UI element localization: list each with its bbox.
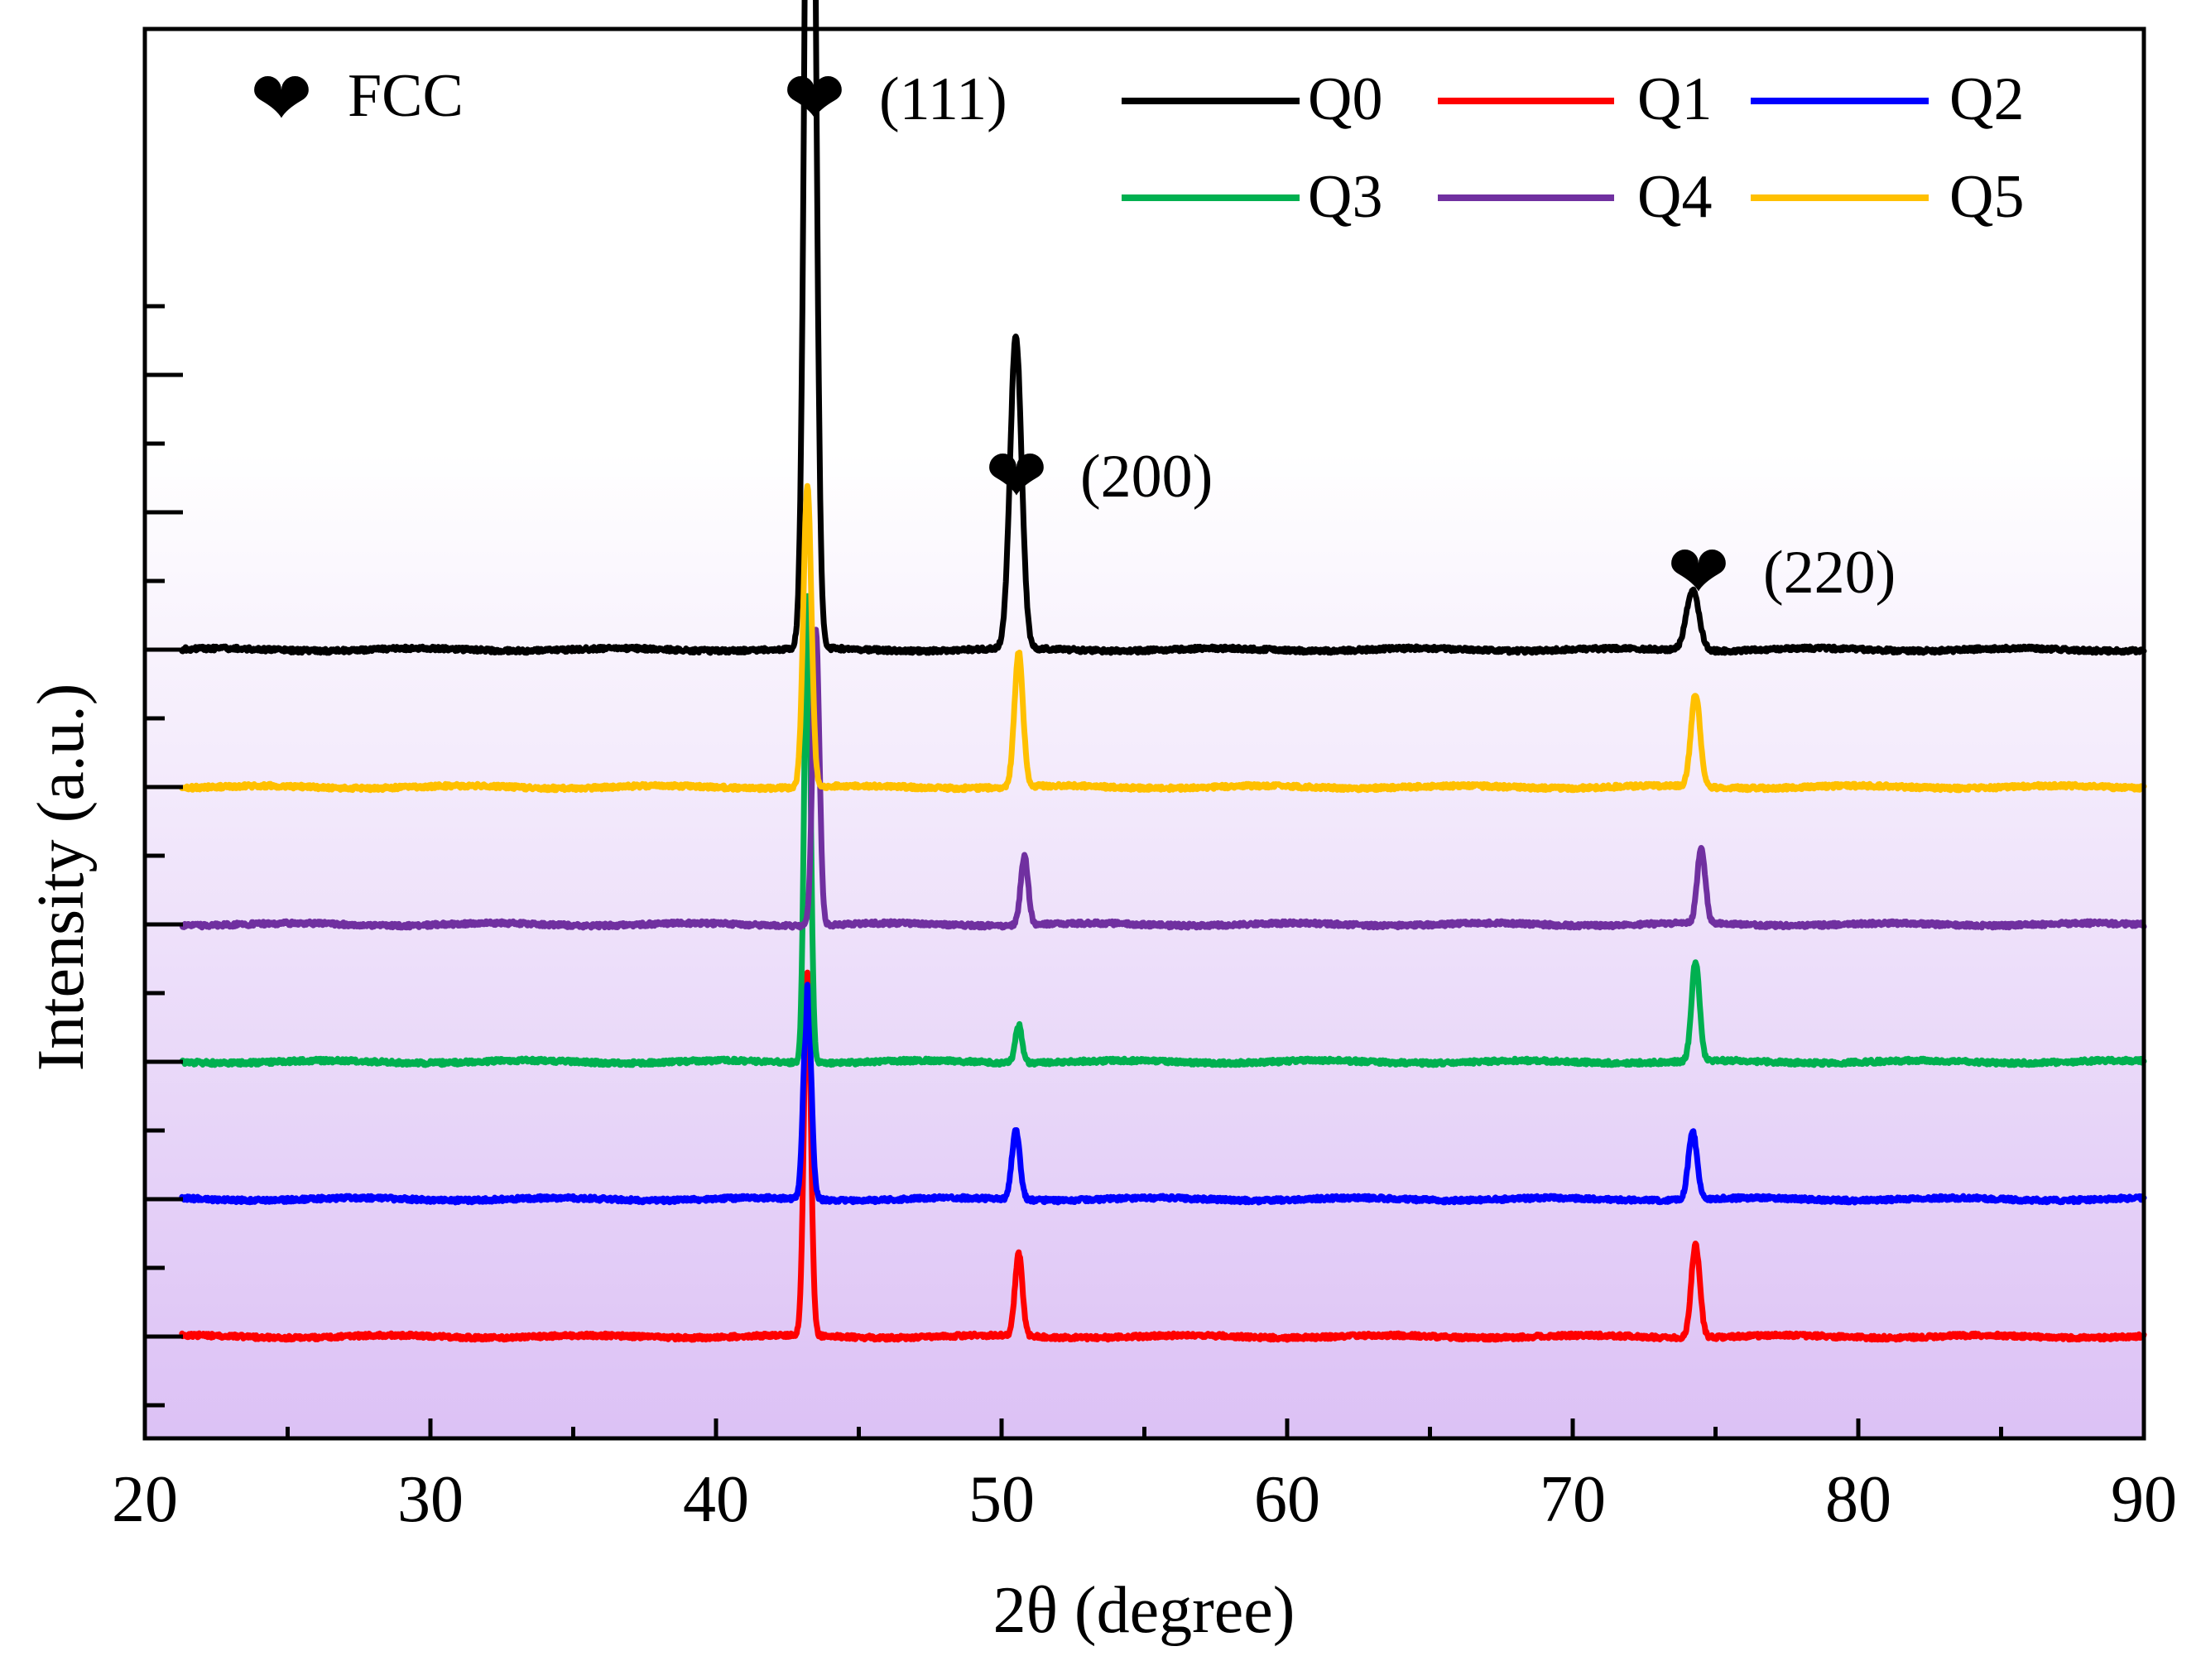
legend-label-q3: Q3: [1308, 163, 1382, 231]
legend-item-q2: Q2: [1751, 65, 2024, 133]
legend-label-q5: Q5: [1949, 163, 2024, 231]
peak-220-label: (220): [1763, 539, 1896, 607]
peak-111-label: (111): [879, 65, 1007, 133]
x-tick-label: 80: [1825, 1463, 1891, 1536]
x-tick-label: 90: [2111, 1463, 2177, 1536]
legend-label-q0: Q0: [1308, 65, 1382, 133]
series-line-q1: [179, 969, 2147, 1343]
peak-annotation-200: ❤ (200): [985, 436, 1213, 518]
fcc-heart-icon: ❤: [250, 59, 312, 141]
legend-item-q3: Q3: [1122, 163, 1382, 231]
ticks-layer: 20 30 40 50 60 70 80 90: [112, 304, 2177, 1536]
x-axis-label: 2θ (degree): [993, 1574, 1295, 1647]
peak-111-heart-icon: ❤: [783, 59, 845, 141]
x-tick-label: 50: [968, 1463, 1035, 1536]
peak-annotation-111: ❤ (111): [783, 59, 1007, 141]
series-line-q5: [179, 482, 2147, 794]
peak-200-label: (200): [1080, 443, 1213, 511]
legend: Q0 Q1 Q2 Q3 Q4 Q5: [1122, 65, 2024, 231]
legend-label-q2: Q2: [1949, 65, 2024, 133]
legend-item-q0: Q0: [1122, 65, 1382, 133]
series-line-q4: [179, 626, 2147, 931]
series-layer: [179, 0, 2147, 1343]
x-tick-label: 20: [112, 1463, 178, 1536]
legend-label-q1: Q1: [1637, 65, 1712, 133]
legend-item-q5: Q5: [1751, 163, 2024, 231]
peak-220-heart-icon: ❤: [1667, 532, 1729, 614]
legend-label-q4: Q4: [1637, 163, 1712, 231]
series-line-q2: [179, 982, 2147, 1206]
legend-item-q1: Q1: [1438, 65, 1712, 133]
fcc-key-label: FCC: [348, 62, 464, 130]
x-tick-label: 30: [397, 1463, 464, 1536]
y-axis-label: Intensity (a.u.): [25, 684, 98, 1072]
series-line-q3: [179, 593, 2147, 1068]
peak-200-heart-icon: ❤: [985, 436, 1047, 518]
peak-annotation-220: ❤ (220): [1667, 532, 1896, 614]
x-tick-label: 60: [1254, 1463, 1320, 1536]
x-tick-label: 40: [683, 1463, 749, 1536]
x-tick-label: 70: [1540, 1463, 1606, 1536]
plot-background: [145, 29, 2144, 1438]
legend-item-q4: Q4: [1438, 163, 1712, 231]
series-line-q0: [179, 0, 2147, 656]
